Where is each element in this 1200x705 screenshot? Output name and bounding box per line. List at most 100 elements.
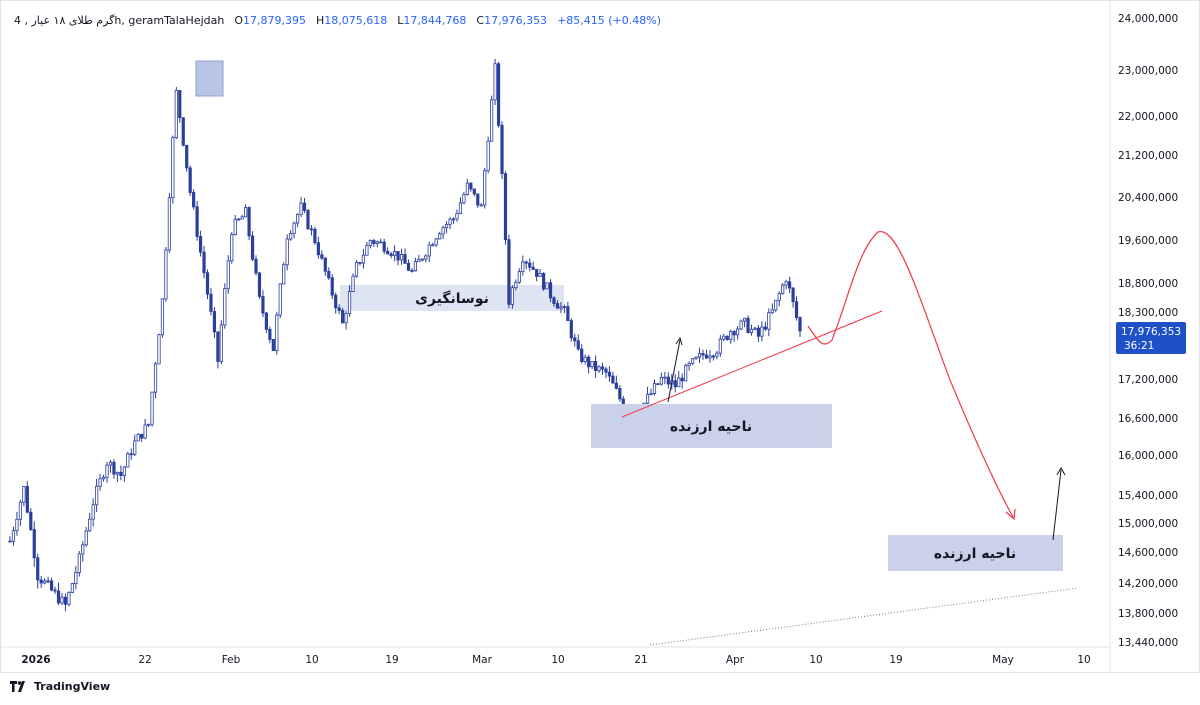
candle-body: [368, 240, 372, 246]
peak-highlight-box[interactable]: [195, 60, 224, 97]
candle-body: [309, 228, 314, 231]
candle-body: [521, 261, 525, 273]
candle-body: [8, 540, 12, 543]
candle-body: [22, 486, 26, 503]
candle-body: [354, 261, 359, 277]
time-axis[interactable]: 2026 22 Feb 10 19 Mar 10 21 Apr 10 19 May 10: [21, 654, 1090, 666]
candle-body: [569, 320, 573, 339]
up-arrow-1[interactable]: [667, 339, 681, 403]
candle-body: [202, 251, 206, 274]
y-tick-label: 22,000,000: [1118, 111, 1178, 123]
candle-body: [372, 240, 376, 245]
x-tick-label: 19: [889, 654, 902, 666]
candle-body: [593, 361, 598, 371]
candle-body: [250, 235, 255, 260]
candle-body: [604, 368, 608, 373]
candle-body: [684, 365, 688, 382]
candle-body: [496, 63, 501, 126]
value-zone-2-box[interactable]: [888, 535, 1063, 571]
candle-body: [108, 461, 113, 466]
candle-body: [701, 353, 705, 356]
candle-body: [448, 218, 452, 225]
candle-body: [112, 461, 116, 475]
candle-body: [240, 216, 244, 220]
open-label: O: [234, 14, 244, 27]
candle-body: [74, 572, 78, 584]
value-zone-1-box[interactable]: [591, 404, 832, 448]
candle-body: [98, 478, 102, 487]
y-tick-label: 19,600,000: [1118, 235, 1178, 247]
candle-body: [382, 241, 386, 252]
candle-body: [434, 238, 438, 246]
candle-body: [119, 471, 123, 476]
candle-body: [212, 311, 217, 333]
long-term-trendline[interactable]: [649, 587, 1079, 646]
tradingview-logo[interactable]: TradingView: [10, 680, 110, 693]
high-value: 18,075,618: [324, 14, 388, 27]
candle-body: [285, 238, 289, 266]
y-tick-label: 14,600,000: [1118, 547, 1178, 559]
candle-body: [711, 355, 715, 358]
candle-body: [188, 167, 192, 193]
candle-body: [753, 327, 757, 330]
range-zone-label: نوسانگیری: [415, 290, 489, 307]
candles-group: [8, 58, 802, 612]
x-tick-label: 10: [305, 654, 318, 666]
candle-body: [361, 254, 366, 264]
candle-body: [341, 310, 345, 324]
symbol-name[interactable]: گرم طلای ۱۸ عیار , 4h, geramTalaHejdah: [14, 14, 225, 27]
candle-body: [105, 464, 109, 478]
range-zone-box[interactable]: [340, 285, 564, 311]
candle-body: [88, 518, 92, 532]
y-tick-label: 21,200,000: [1118, 150, 1178, 162]
candle-body: [379, 241, 383, 244]
candle-body: [729, 331, 733, 340]
support-trendline[interactable]: [621, 310, 883, 418]
candle-body: [413, 261, 417, 272]
candle-body: [458, 202, 463, 214]
x-tick-label: 2026: [21, 654, 50, 666]
candle-body: [531, 266, 535, 270]
candle-body: [70, 583, 74, 593]
y-tick-label: 16,000,000: [1118, 450, 1178, 462]
candle-body: [614, 382, 618, 389]
candle-body: [756, 327, 761, 337]
candle-body: [223, 288, 227, 326]
candle-body: [143, 424, 147, 439]
candle-body: [736, 328, 740, 336]
candle-body: [396, 251, 400, 261]
candle-body: [271, 339, 275, 352]
candle-body: [441, 227, 445, 235]
y-tick-label: 13,440,000: [1118, 637, 1178, 649]
last-price-value: 17,976,353: [1121, 326, 1181, 338]
candle-body: [503, 173, 508, 241]
candle-body: [15, 518, 19, 532]
candle-body: [455, 213, 459, 220]
candle-body: [406, 262, 411, 271]
candle-body: [261, 296, 265, 314]
candle-body: [389, 253, 393, 256]
close-label: C: [476, 14, 485, 27]
x-tick-label: May: [992, 654, 1014, 666]
price-axis[interactable]: 24,000,000 23,000,000 22,000,000 21,200,000…: [1118, 13, 1178, 649]
candle-body: [140, 433, 144, 439]
candle-body: [337, 307, 341, 311]
projected-path[interactable]: [807, 231, 1014, 518]
candle-body: [160, 298, 165, 336]
candle-body: [746, 317, 750, 333]
candle-body: [514, 281, 518, 289]
candle-body: [781, 284, 785, 295]
candle-body: [555, 303, 560, 309]
open-value: 17,879,395: [243, 14, 306, 27]
candle-body: [63, 596, 68, 605]
candle-body: [444, 223, 449, 229]
candle-body: [770, 309, 774, 314]
candle-body: [732, 331, 736, 336]
last-price-badge[interactable]: [1116, 322, 1186, 354]
candle-body: [580, 348, 584, 362]
candle-body: [528, 262, 532, 268]
x-tick-label: 21: [634, 654, 647, 666]
candle-body: [39, 579, 43, 584]
up-arrow-2[interactable]: [1052, 469, 1062, 541]
